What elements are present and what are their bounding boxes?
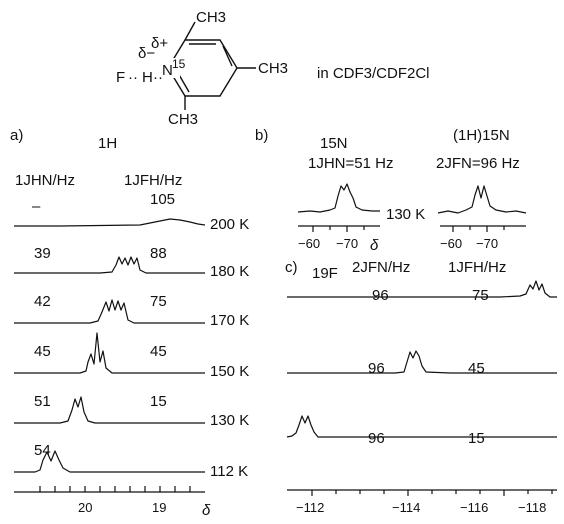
tick-label: −70	[476, 236, 498, 251]
jfh-value: 105	[150, 191, 175, 208]
jfh-value: 15	[468, 430, 485, 447]
jfn-value: 96	[372, 287, 389, 304]
hydrogen-label: H	[142, 69, 153, 86]
panel-c-row-2: 96 15	[368, 430, 485, 447]
axis-label-delta: δ	[370, 237, 379, 254]
hbond-dots-1: ··	[128, 69, 138, 86]
jhn-value: 42	[34, 293, 51, 310]
tick-label: −70	[336, 236, 358, 251]
jhn-value: 45	[34, 343, 51, 360]
panel-b-left-coupling: 1JHN=51 Hz	[308, 155, 393, 172]
jhn-value: 39	[34, 245, 51, 262]
jfh-value: 45	[468, 360, 485, 377]
ch3-top: CH3	[196, 9, 226, 26]
panel-b-left-axis	[298, 225, 380, 232]
nitrogen-isotope: 15	[172, 57, 186, 71]
jfh-value: 75	[150, 293, 167, 310]
panel-a-x-axis	[14, 486, 205, 493]
tick-label: 19	[152, 500, 166, 515]
panel-c-row-1: 96 45	[368, 360, 485, 377]
panel-b-left-title: 15N	[320, 135, 348, 152]
panel-a-label: a)	[10, 127, 23, 144]
panel-a-row-4: 51 15 130 K	[34, 393, 249, 429]
panel-c-col-right: 1JFH/Hz	[448, 259, 506, 276]
temperature-label: 200 K	[210, 216, 249, 233]
ch3-right: CH3	[258, 60, 288, 77]
molecule-structure	[158, 21, 256, 110]
spectrum-1h-130k	[14, 396, 205, 424]
panel-a-row-3: 45 45 150 K	[34, 343, 249, 380]
panel-b-label: b)	[255, 127, 268, 144]
panel-c-nucleus: 19F	[312, 265, 338, 282]
panel-a-row-1: 39 88 180 K	[34, 245, 249, 280]
delta-plus: δ+	[151, 35, 168, 52]
axis-label-delta: δ	[202, 502, 211, 519]
spectrum-1h-112k	[14, 450, 205, 473]
panel-a-col-left: 1JHN/Hz	[15, 172, 75, 189]
panel-b-right-axis	[440, 225, 526, 232]
panel-c-x-axis	[287, 489, 557, 496]
tick-label: −60	[298, 236, 320, 251]
spectrum-1h-170k	[14, 299, 205, 324]
panel-c-col-left: 2JFN/Hz	[352, 259, 410, 276]
spectrum-19f-row1	[287, 280, 557, 298]
jhn-value: 51	[34, 393, 51, 410]
temperature-label: 170 K	[210, 312, 249, 329]
panel-c-row-0: 96 75	[372, 287, 489, 304]
hbond-dots-2: ··	[153, 69, 163, 86]
temperature-label: 180 K	[210, 263, 249, 280]
n-label-bg	[158, 58, 180, 78]
spectrum-15n	[297, 183, 380, 213]
tick-label: −116	[460, 500, 488, 515]
panel-a-nucleus: 1H	[98, 135, 117, 152]
tick-label: −112	[296, 500, 324, 515]
panel-b-temperature: 130 K	[386, 206, 425, 223]
solvent-label: in CDF3/CDF2Cl	[317, 65, 430, 82]
panel-a-col-right: 1JFH/Hz	[124, 172, 182, 189]
temperature-label: 112 K	[210, 463, 248, 480]
jhn-value: –	[32, 198, 41, 215]
ch3-bottom: CH3	[168, 111, 198, 128]
jfh-value: 75	[472, 287, 489, 304]
panel-a-row-0: – 105 200 K	[32, 191, 249, 233]
panel-a-row-5: 54 112 K	[34, 442, 248, 480]
double-bond	[222, 45, 233, 67]
jfh-value: 88	[150, 245, 167, 262]
temperature-label: 130 K	[210, 412, 249, 429]
spectrum-19f-row2	[287, 350, 557, 374]
methyl-bond	[184, 21, 196, 41]
jfn-value: 96	[368, 430, 385, 447]
tick-label: −118	[518, 500, 546, 515]
tick-label: 20	[78, 500, 92, 515]
spectrum-1h-200k	[14, 218, 206, 227]
jfh-value: 15	[150, 393, 167, 410]
panel-b-right-coupling: 2JFN=96 Hz	[436, 155, 520, 172]
fluorine-label: F	[116, 69, 125, 86]
panel-c-label: c)	[285, 259, 298, 276]
jfn-value: 96	[368, 360, 385, 377]
spectrum-1h-15n	[437, 185, 527, 214]
tick-label: −114	[392, 500, 420, 515]
spectrum-19f-row3	[286, 415, 557, 438]
jhn-value: 54	[34, 442, 51, 459]
jfh-value: 45	[150, 343, 167, 360]
temperature-label: 150 K	[210, 363, 249, 380]
spectrum-1h-180k	[14, 256, 205, 274]
panel-a-row-2: 42 75 170 K	[34, 293, 249, 329]
panel-b-right-title: (1H)15N	[453, 127, 510, 144]
spectrum-1h-150k	[14, 332, 205, 374]
tick-label: −60	[440, 236, 462, 251]
nitrogen-label: N	[162, 62, 173, 79]
delta-minus: δ−	[138, 45, 155, 62]
